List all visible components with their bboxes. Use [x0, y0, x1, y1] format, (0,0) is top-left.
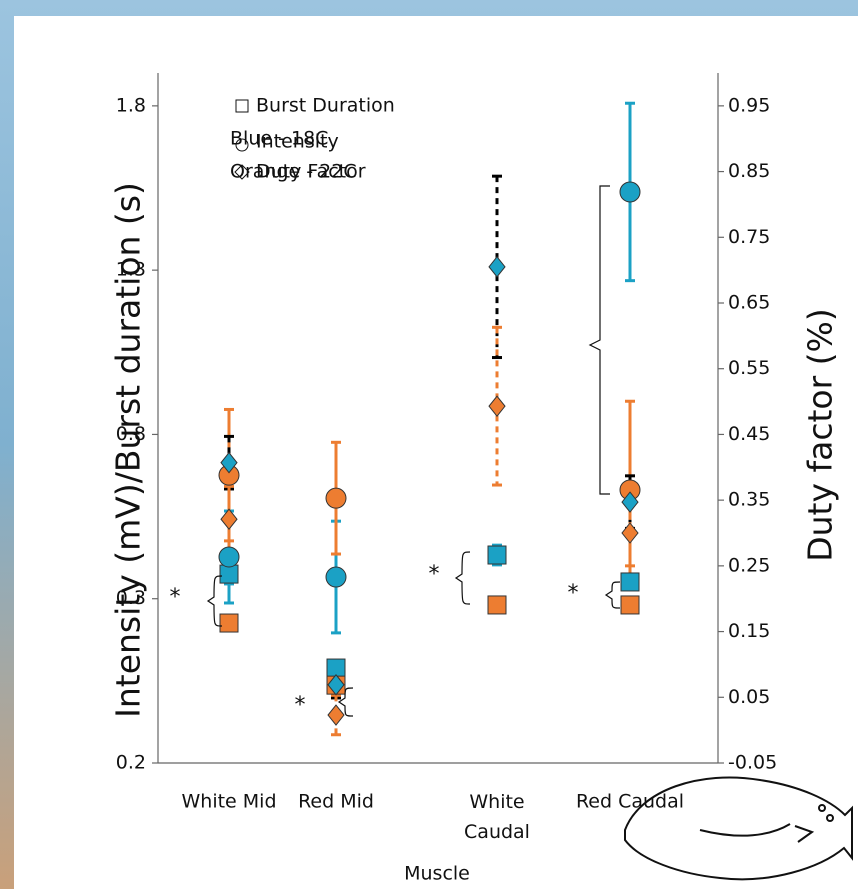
legend-label: Burst Duration [256, 95, 395, 117]
legend-label: Intensity [256, 131, 339, 153]
y2-tick-label: 0.65 [728, 292, 770, 314]
significance-mark: * [170, 585, 181, 610]
square-marker [220, 565, 238, 583]
y2-tick-label: -0.05 [728, 752, 777, 774]
circle-marker [219, 547, 239, 567]
y-tick-label: 1.3 [116, 259, 146, 281]
y2-tick-label: 0.35 [728, 489, 770, 511]
page: {"chart_data": { "type": "scatter", "y_l… [0, 0, 858, 889]
circle-marker [326, 567, 346, 587]
significance-mark: * [295, 693, 306, 718]
square-marker [488, 546, 506, 564]
chart: Intensity (mV)/Burst duration (s) Duty f… [0, 0, 858, 889]
y2-tick-label: 0.45 [728, 423, 770, 445]
circle-marker [620, 182, 640, 202]
y2-tick-label: 0.55 [728, 357, 770, 379]
y2-tick-label: 0.75 [728, 226, 770, 248]
y2-tick-label: 0.85 [728, 160, 770, 182]
x-tick-label: Red Caudal [576, 791, 684, 813]
circle-marker [326, 488, 346, 508]
y2-tick-label: 0.15 [728, 620, 770, 642]
y2-tick-label: 0.05 [728, 686, 770, 708]
significance-mark: * [568, 581, 579, 606]
y-tick-label: 0.3 [116, 587, 146, 609]
legend-label: Duty Factor [256, 161, 366, 183]
y-tick-label: 0.2 [116, 752, 146, 774]
x-tick-label: Red Mid [298, 791, 374, 813]
square-marker [621, 573, 639, 591]
square-marker [621, 596, 639, 614]
x-axis-label: Muscle [404, 863, 470, 885]
x-tick-line: Caudal [464, 821, 530, 843]
y-tick-label: 0.8 [116, 423, 146, 445]
x-tick-label: White Mid [181, 791, 276, 813]
significance-mark: * [429, 562, 440, 587]
y2-axis-label: Duty factor (%) [801, 308, 840, 562]
square-marker [220, 614, 238, 632]
square-marker [488, 596, 506, 614]
y2-tick-label: 0.95 [728, 94, 770, 116]
y-tick-label: 1.8 [116, 94, 146, 116]
y2-tick-label: 0.25 [728, 554, 770, 576]
x-tick-line: White [469, 791, 524, 813]
